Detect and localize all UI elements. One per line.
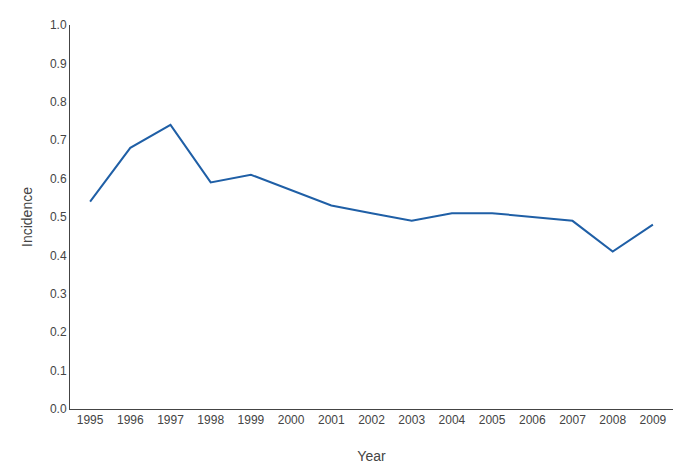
svg-text:0.0: 0.0 bbox=[50, 402, 67, 416]
svg-text:0.5: 0.5 bbox=[50, 210, 67, 224]
svg-text:1999: 1999 bbox=[238, 413, 265, 427]
svg-text:0.4: 0.4 bbox=[50, 249, 67, 263]
svg-text:2005: 2005 bbox=[479, 413, 506, 427]
svg-text:2004: 2004 bbox=[439, 413, 466, 427]
svg-text:2003: 2003 bbox=[398, 413, 425, 427]
svg-text:1997: 1997 bbox=[157, 413, 184, 427]
svg-text:Year: Year bbox=[357, 448, 386, 464]
svg-text:1.0: 1.0 bbox=[50, 18, 67, 32]
svg-text:0.2: 0.2 bbox=[50, 325, 67, 339]
svg-text:2009: 2009 bbox=[640, 413, 667, 427]
svg-text:2006: 2006 bbox=[519, 413, 546, 427]
svg-text:2001: 2001 bbox=[318, 413, 345, 427]
svg-text:0.9: 0.9 bbox=[50, 57, 67, 71]
svg-text:2007: 2007 bbox=[559, 413, 586, 427]
svg-text:0.6: 0.6 bbox=[50, 172, 67, 186]
svg-text:1995: 1995 bbox=[77, 413, 104, 427]
svg-text:1998: 1998 bbox=[197, 413, 224, 427]
svg-text:2002: 2002 bbox=[358, 413, 385, 427]
svg-text:0.3: 0.3 bbox=[50, 287, 67, 301]
svg-text:Incidence: Incidence bbox=[19, 187, 35, 247]
svg-text:2008: 2008 bbox=[599, 413, 626, 427]
svg-text:0.1: 0.1 bbox=[50, 364, 67, 378]
svg-text:0.7: 0.7 bbox=[50, 133, 67, 147]
svg-text:1996: 1996 bbox=[117, 413, 144, 427]
svg-text:2000: 2000 bbox=[278, 413, 305, 427]
svg-text:0.8: 0.8 bbox=[50, 95, 67, 109]
